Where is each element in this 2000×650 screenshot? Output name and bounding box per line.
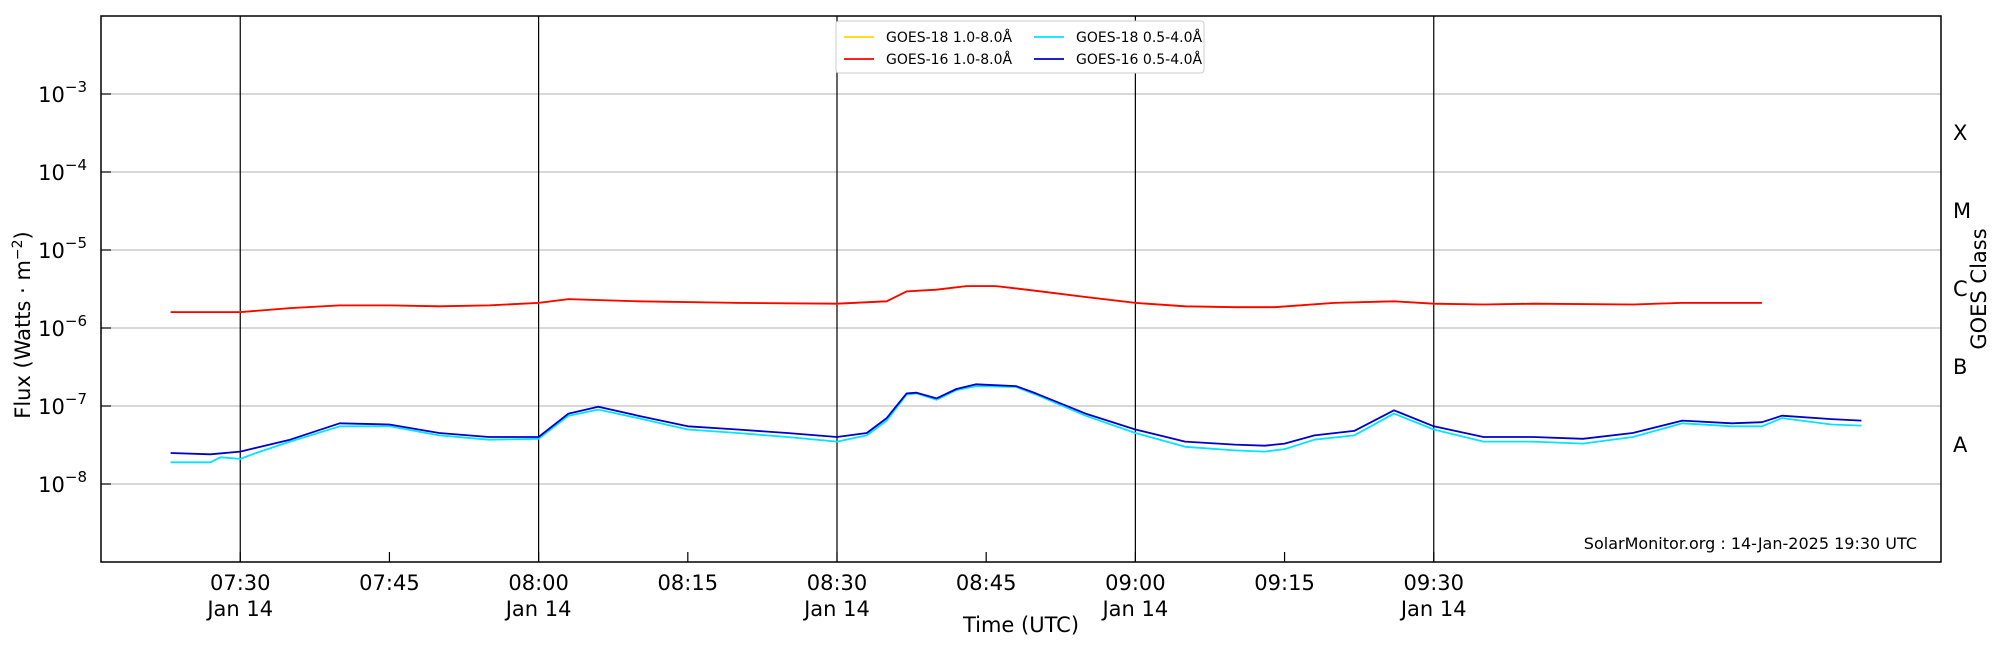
x-tick-label: 08:00 <box>508 571 569 595</box>
y-tick-label: 10−5 <box>38 234 87 263</box>
x-tick-date-label: Jan 14 <box>1399 597 1467 621</box>
x-tick-label: 09:00 <box>1105 571 1166 595</box>
y-tick-label: 10−4 <box>38 156 87 185</box>
legend-entry: GOES-18 0.5-4.0Å <box>1076 29 1202 46</box>
legend-entry: GOES-16 0.5-4.0Å <box>1076 51 1202 68</box>
goes-class-axis-title: GOES Class <box>1967 228 1991 349</box>
x-tick-date-label: Jan 14 <box>504 597 572 621</box>
series-line-4 <box>170 383 1862 456</box>
x-tick-date-label: Jan 14 <box>802 597 870 621</box>
goes-class-label: B <box>1953 355 1967 379</box>
x-tick-label: 09:15 <box>1254 571 1315 595</box>
x-tick-label: 07:30 <box>210 571 271 595</box>
grid-layer <box>101 16 1941 562</box>
plot-frame <box>100 15 1942 563</box>
legend-entry: GOES-16 1.0-8.0Å <box>886 51 1012 68</box>
goes-class-label: C <box>1953 277 1968 301</box>
x-tick-label: 08:15 <box>658 571 719 595</box>
legend-box <box>835 20 1205 74</box>
x-tick-label: 07:45 <box>359 571 420 595</box>
series-line-3 <box>170 385 1862 464</box>
x-tick-date-label: Jan 14 <box>205 597 273 621</box>
series-line-2 <box>170 285 1762 313</box>
legend-entry: GOES-18 1.0-8.0Å <box>886 29 1012 46</box>
y-tick-label: 10−3 <box>38 78 87 107</box>
x-axis-title: Time (UTC) <box>962 613 1079 637</box>
y-tick-label: 10−7 <box>38 390 87 419</box>
x-tick-date-label: Jan 14 <box>1100 597 1168 621</box>
legend: GOES-18 1.0-8.0Å GOES-16 1.0-8.0Å GOES-18 … <box>835 20 1205 74</box>
y-tick-label: 10−8 <box>38 468 87 497</box>
x-tick-label: 09:30 <box>1403 571 1464 595</box>
series-layer <box>170 285 1862 464</box>
credit-text: SolarMonitor.org : 14-Jan-2025 19:30 UTC <box>1584 534 1917 553</box>
goes-class-label: M <box>1953 199 1971 223</box>
goes-class-labels: A B C M X <box>1953 121 1971 457</box>
x-tick-label: 08:45 <box>956 571 1017 595</box>
goes-class-label: A <box>1953 433 1968 457</box>
x-tick-label: 08:30 <box>807 571 868 595</box>
y-axis-title: Flux (Watts · m−2) <box>10 231 35 419</box>
goes-class-label: X <box>1953 121 1967 145</box>
y-tick-label: 10−6 <box>38 312 87 341</box>
